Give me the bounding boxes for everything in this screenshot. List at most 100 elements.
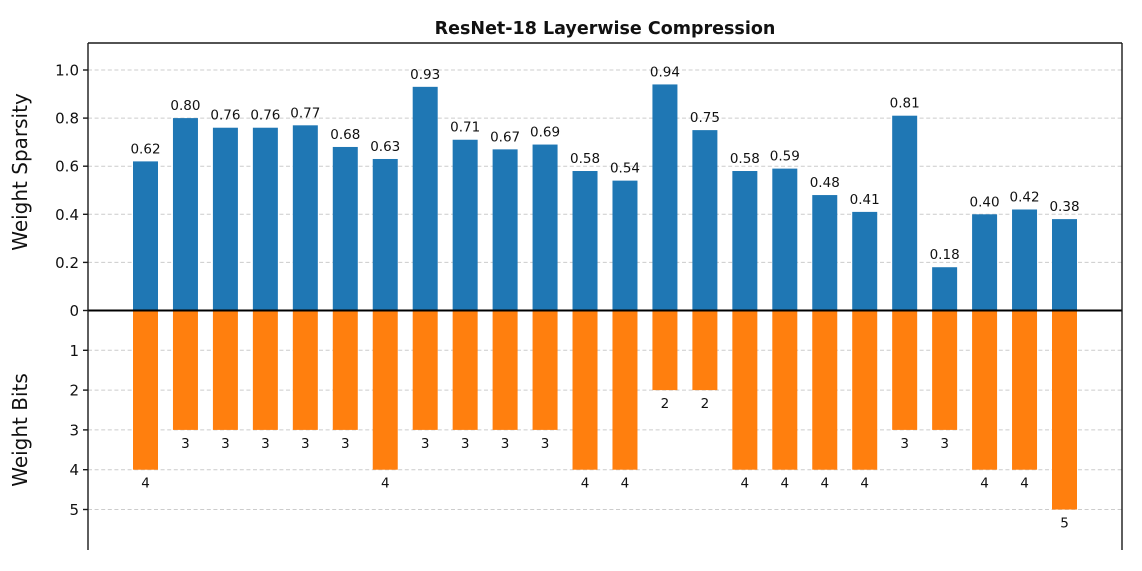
sparsity-bar [892, 115, 918, 311]
sparsity-value-label: 0.58 [730, 151, 760, 167]
sparsity-bar [692, 130, 718, 311]
sparsity-value-label: 0.76 [250, 108, 280, 124]
sparsity-tick-label: 0.6 [55, 158, 79, 176]
bits-value-label: 3 [181, 436, 190, 452]
bits-value-label: 4 [980, 476, 989, 492]
sparsity-value-label: 0.41 [850, 192, 880, 208]
sparsity-tick-label: 0.8 [55, 110, 79, 128]
bits-bar [412, 310, 438, 430]
bits-bar [332, 310, 358, 430]
bits-bar [732, 310, 758, 470]
sparsity-value-label: 0.77 [290, 105, 320, 121]
sparsity-bar [212, 127, 238, 311]
sparsity-bar [932, 267, 958, 311]
bits-value-label: 4 [820, 476, 829, 492]
bits-value-label: 4 [1020, 476, 1029, 492]
bits-bar [572, 310, 598, 470]
bits-bar [812, 310, 838, 470]
sparsity-value-label: 0.94 [650, 64, 680, 80]
bits-value-label: 3 [421, 436, 430, 452]
sparsity-bar [1052, 219, 1077, 311]
bits-bar [772, 310, 798, 470]
bits-value-label: 3 [221, 436, 230, 452]
sparsity-value-label: 0.62 [130, 141, 160, 157]
bits-bar [612, 310, 638, 470]
sparsity-value-label: 0.38 [1049, 199, 1079, 215]
bits-value-label: 2 [701, 396, 710, 412]
chart-title: ResNet-18 Layerwise Compression [435, 19, 776, 39]
bits-bar [652, 310, 678, 391]
sparsity-value-label: 0.54 [610, 161, 640, 177]
bits-value-label: 4 [381, 476, 390, 492]
bits-value-label: 3 [341, 436, 350, 452]
bits-bar [532, 310, 558, 430]
sparsity-bar [372, 158, 398, 311]
sparsity-bar [532, 144, 558, 311]
sparsity-tick-label: 0 [69, 302, 79, 320]
sparsity-value-label: 0.75 [690, 110, 720, 126]
sparsity-bar [732, 171, 758, 311]
bits-value-label: 3 [301, 436, 310, 452]
sparsity-value-label: 0.63 [370, 139, 400, 155]
bits-value-label: 4 [860, 476, 869, 492]
bits-value-label: 3 [261, 436, 270, 452]
bits-bar [133, 310, 158, 470]
bits-tick-label: 1 [69, 342, 79, 360]
bits-bar [932, 310, 958, 430]
sparsity-bar [332, 146, 358, 311]
sparsity-bar [492, 149, 518, 311]
sparsity-value-label: 0.67 [490, 129, 520, 145]
sparsity-bar [452, 139, 478, 311]
bits-value-label: 5 [1060, 516, 1069, 532]
bits-bar [172, 310, 198, 430]
sparsity-bar [612, 180, 638, 311]
sparsity-tick-label: 0.2 [55, 254, 79, 272]
bits-bar [452, 310, 478, 430]
sparsity-bar [412, 86, 438, 311]
sparsity-value-label: 0.18 [930, 247, 960, 263]
sparsity-bar [812, 195, 838, 311]
sparsity-bar [252, 127, 278, 311]
bits-bar [972, 310, 998, 470]
bits-bar [292, 310, 318, 430]
bits-bar [1052, 310, 1077, 510]
plot-layer: 0.620.800.76 0.76 0.770.680.630.930.710.67… [55, 42, 1123, 550]
sparsity-value-label: 0.76 [210, 108, 240, 124]
bits-value-label: 2 [661, 396, 670, 412]
bits-tick-label: 4 [69, 461, 79, 479]
y-axis-label-sparsity: Weight Sparsity [8, 93, 32, 251]
bits-value-label: 4 [741, 476, 750, 492]
sparsity-bar [292, 125, 318, 311]
bits-tick-label: 2 [69, 382, 79, 400]
bits-value-label: 3 [541, 436, 550, 452]
sparsity-tick-label: 1.0 [55, 62, 79, 80]
sparsity-value-label: 0.58 [570, 151, 600, 167]
sparsity-bar [1012, 209, 1038, 311]
bits-tick-label: 3 [69, 421, 79, 439]
sparsity-value-label: 0.42 [1010, 189, 1040, 205]
sparsity-bar [172, 118, 198, 311]
bits-value-label: 4 [581, 476, 590, 492]
bits-value-label: 4 [141, 476, 150, 492]
sparsity-bar [972, 214, 998, 311]
sparsity-value-label: 0.48 [810, 175, 840, 191]
sparsity-bar [772, 168, 798, 311]
bits-bar [372, 310, 398, 470]
bits-value-label: 4 [621, 476, 630, 492]
bits-value-label: 3 [501, 436, 510, 452]
bits-bar [1012, 310, 1038, 470]
sparsity-value-label: 0.93 [410, 67, 440, 83]
sparsity-tick-label: 0.4 [55, 206, 79, 224]
bits-bar [212, 310, 238, 430]
sparsity-value-label: 0.69 [530, 125, 560, 141]
bits-value-label: 3 [900, 436, 909, 452]
sparsity-bar [572, 171, 598, 311]
sparsity-bar [852, 211, 878, 311]
bits-tick-label: 5 [69, 501, 79, 519]
sparsity-bar [133, 161, 158, 311]
bits-bar [852, 310, 878, 470]
sparsity-value-label: 0.81 [890, 96, 920, 112]
y-axis-label-bits: Weight Bits [8, 373, 32, 487]
